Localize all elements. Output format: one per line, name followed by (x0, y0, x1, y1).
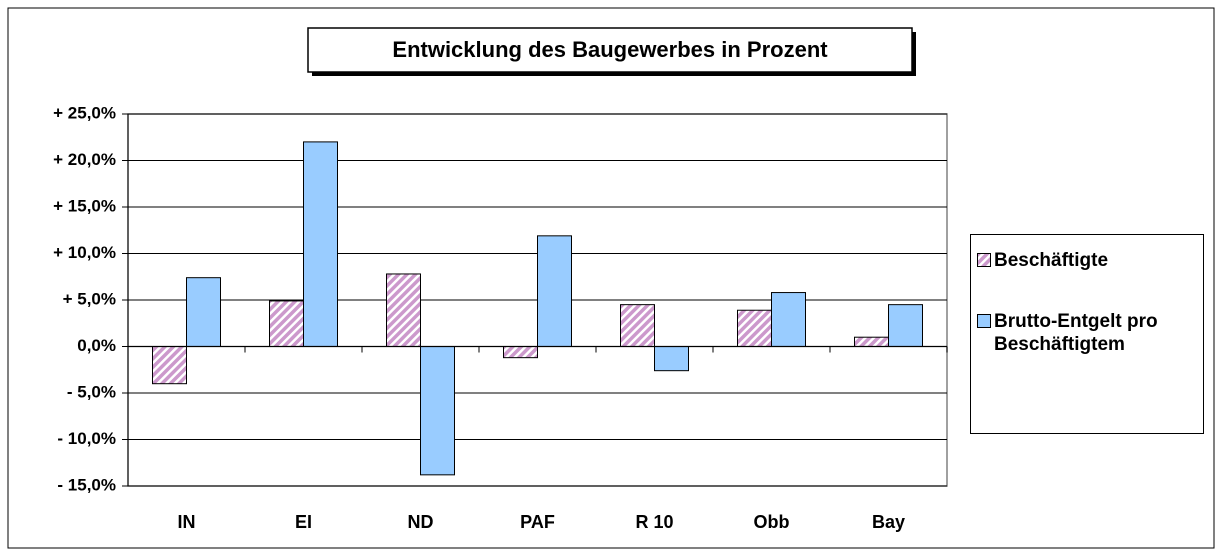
legend-label: Beschäftigte (994, 250, 1109, 271)
y-tick-label: - 15,0% (57, 475, 116, 494)
bar (186, 277, 221, 347)
bar (854, 336, 889, 348)
y-tick-label: + 15,0% (53, 196, 116, 215)
x-tick-label: PAF (520, 512, 555, 532)
legend: Beschäftigte Brutto-Entgelt pro Beschäfti… (970, 234, 1204, 434)
x-tick-label: EI (295, 512, 312, 532)
x-tick-label: Obb (754, 512, 790, 532)
y-tick-label: - 5,0% (67, 382, 116, 401)
bar (269, 300, 304, 347)
bar (503, 346, 538, 359)
y-tick-label: - 10,0% (57, 429, 116, 448)
x-tick-label: R 10 (635, 512, 673, 532)
legend-swatch (977, 314, 991, 328)
legend-swatch-box (977, 253, 991, 267)
legend-label: Brutto-Entgelt pro Beschäftigtem (994, 311, 1158, 355)
y-tick-label: + 5,0% (63, 289, 116, 308)
title-box (307, 27, 913, 73)
y-tick-label: + 25,0% (53, 103, 116, 122)
bar (620, 304, 655, 347)
y-tick-label: + 20,0% (53, 150, 116, 169)
y-tick-label: 0,0% (77, 336, 116, 355)
bar (771, 292, 806, 347)
legend-entry: Beschäftigte (977, 249, 1197, 272)
bar (654, 346, 689, 372)
legend-swatch (977, 253, 991, 267)
legend-entry: Brutto-Entgelt pro Beschäftigtem (977, 310, 1197, 356)
bar (737, 309, 772, 348)
bar (386, 273, 421, 347)
x-tick-label: Bay (872, 512, 905, 532)
bar (888, 304, 923, 347)
bar (420, 346, 455, 476)
bar (152, 346, 187, 385)
x-tick-label: IN (178, 512, 196, 532)
bar (303, 141, 338, 347)
y-tick-label: + 10,0% (53, 243, 116, 262)
chart-title: Entwicklung des Baugewerbes in Prozent (392, 37, 828, 62)
x-tick-label: ND (408, 512, 434, 532)
bar (537, 235, 572, 347)
legend-swatch-box (977, 314, 991, 328)
